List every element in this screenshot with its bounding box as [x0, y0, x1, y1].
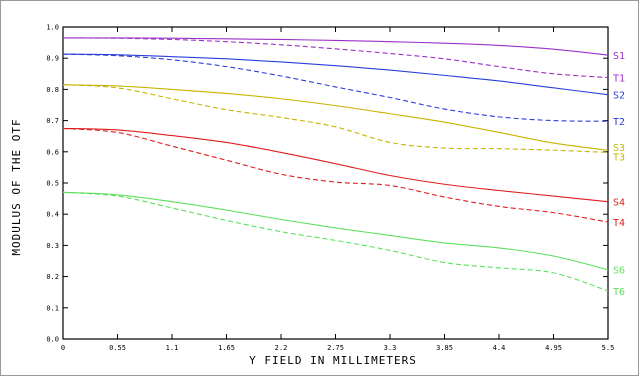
series-label-t2: T2 [613, 117, 625, 128]
x-tick-label: 0.55 [109, 344, 126, 352]
series-line-s1 [62, 37, 609, 56]
y-tick-label: 0.2 [46, 273, 59, 281]
x-tick-label: 3.85 [436, 344, 453, 352]
x-tick-label: 1.1 [166, 344, 179, 352]
y-tick-label: 0.1 [46, 304, 59, 312]
series-label-s6: S6 [613, 266, 625, 277]
y-tick-label: 0.8 [46, 86, 59, 94]
series-line-s2 [62, 53, 609, 96]
series-line-t2 [62, 53, 609, 122]
series-line-s6 [62, 191, 609, 271]
x-tick-label: 5.5 [602, 344, 615, 352]
series-label-s2: S2 [613, 91, 625, 102]
x-tick-label: 0 [61, 344, 65, 352]
y-tick-label: 0.0 [46, 336, 59, 344]
series-label-t3: T3 [613, 152, 625, 163]
series-line-t3 [62, 84, 609, 153]
axis-ticks: 0 0.55 1.1 1.65 2.2 2.75 3.3 3.85 4.4 4.95 5.5 0.0 0… [46, 24, 614, 353]
series-label-s1: S1 [613, 51, 625, 62]
series-line-t6 [62, 191, 609, 292]
plot-area-border [62, 26, 609, 340]
x-tick-label: 4.4 [493, 344, 506, 352]
series-label-t4: T4 [613, 218, 625, 229]
y-axis-title: MODULUS OF THE OTF [10, 118, 23, 255]
series-label-t6: T6 [613, 287, 625, 298]
series-label-s4: S4 [613, 198, 625, 209]
x-tick-label: 1.65 [218, 344, 235, 352]
series-line-t1 [62, 37, 609, 79]
plot-frame [62, 26, 609, 340]
x-tick-label: 2.75 [327, 344, 344, 352]
series-label-t1: T1 [613, 74, 625, 85]
y-tick-label: 1.0 [46, 24, 59, 32]
series-line-s3 [62, 84, 609, 151]
series-label-s3: S3 [613, 143, 625, 154]
x-tick-label: 4.95 [545, 344, 562, 352]
x-axis-title: Y FIELD IN MILLIMETERS [249, 354, 417, 367]
y-tick-label: 0.3 [46, 242, 59, 250]
series-line-t4 [62, 127, 609, 223]
y-tick-label: 0.7 [46, 117, 59, 125]
x-tick-label: 2.2 [275, 344, 288, 352]
y-tick-label: 0.6 [46, 148, 59, 156]
y-tick-label: 0.4 [46, 211, 59, 219]
y-tick-label: 0.5 [46, 180, 59, 188]
x-tick-label: 3.3 [384, 344, 397, 352]
y-tick-label: 0.9 [46, 55, 59, 63]
series-line-s4 [62, 127, 609, 203]
series-lines [62, 37, 609, 292]
